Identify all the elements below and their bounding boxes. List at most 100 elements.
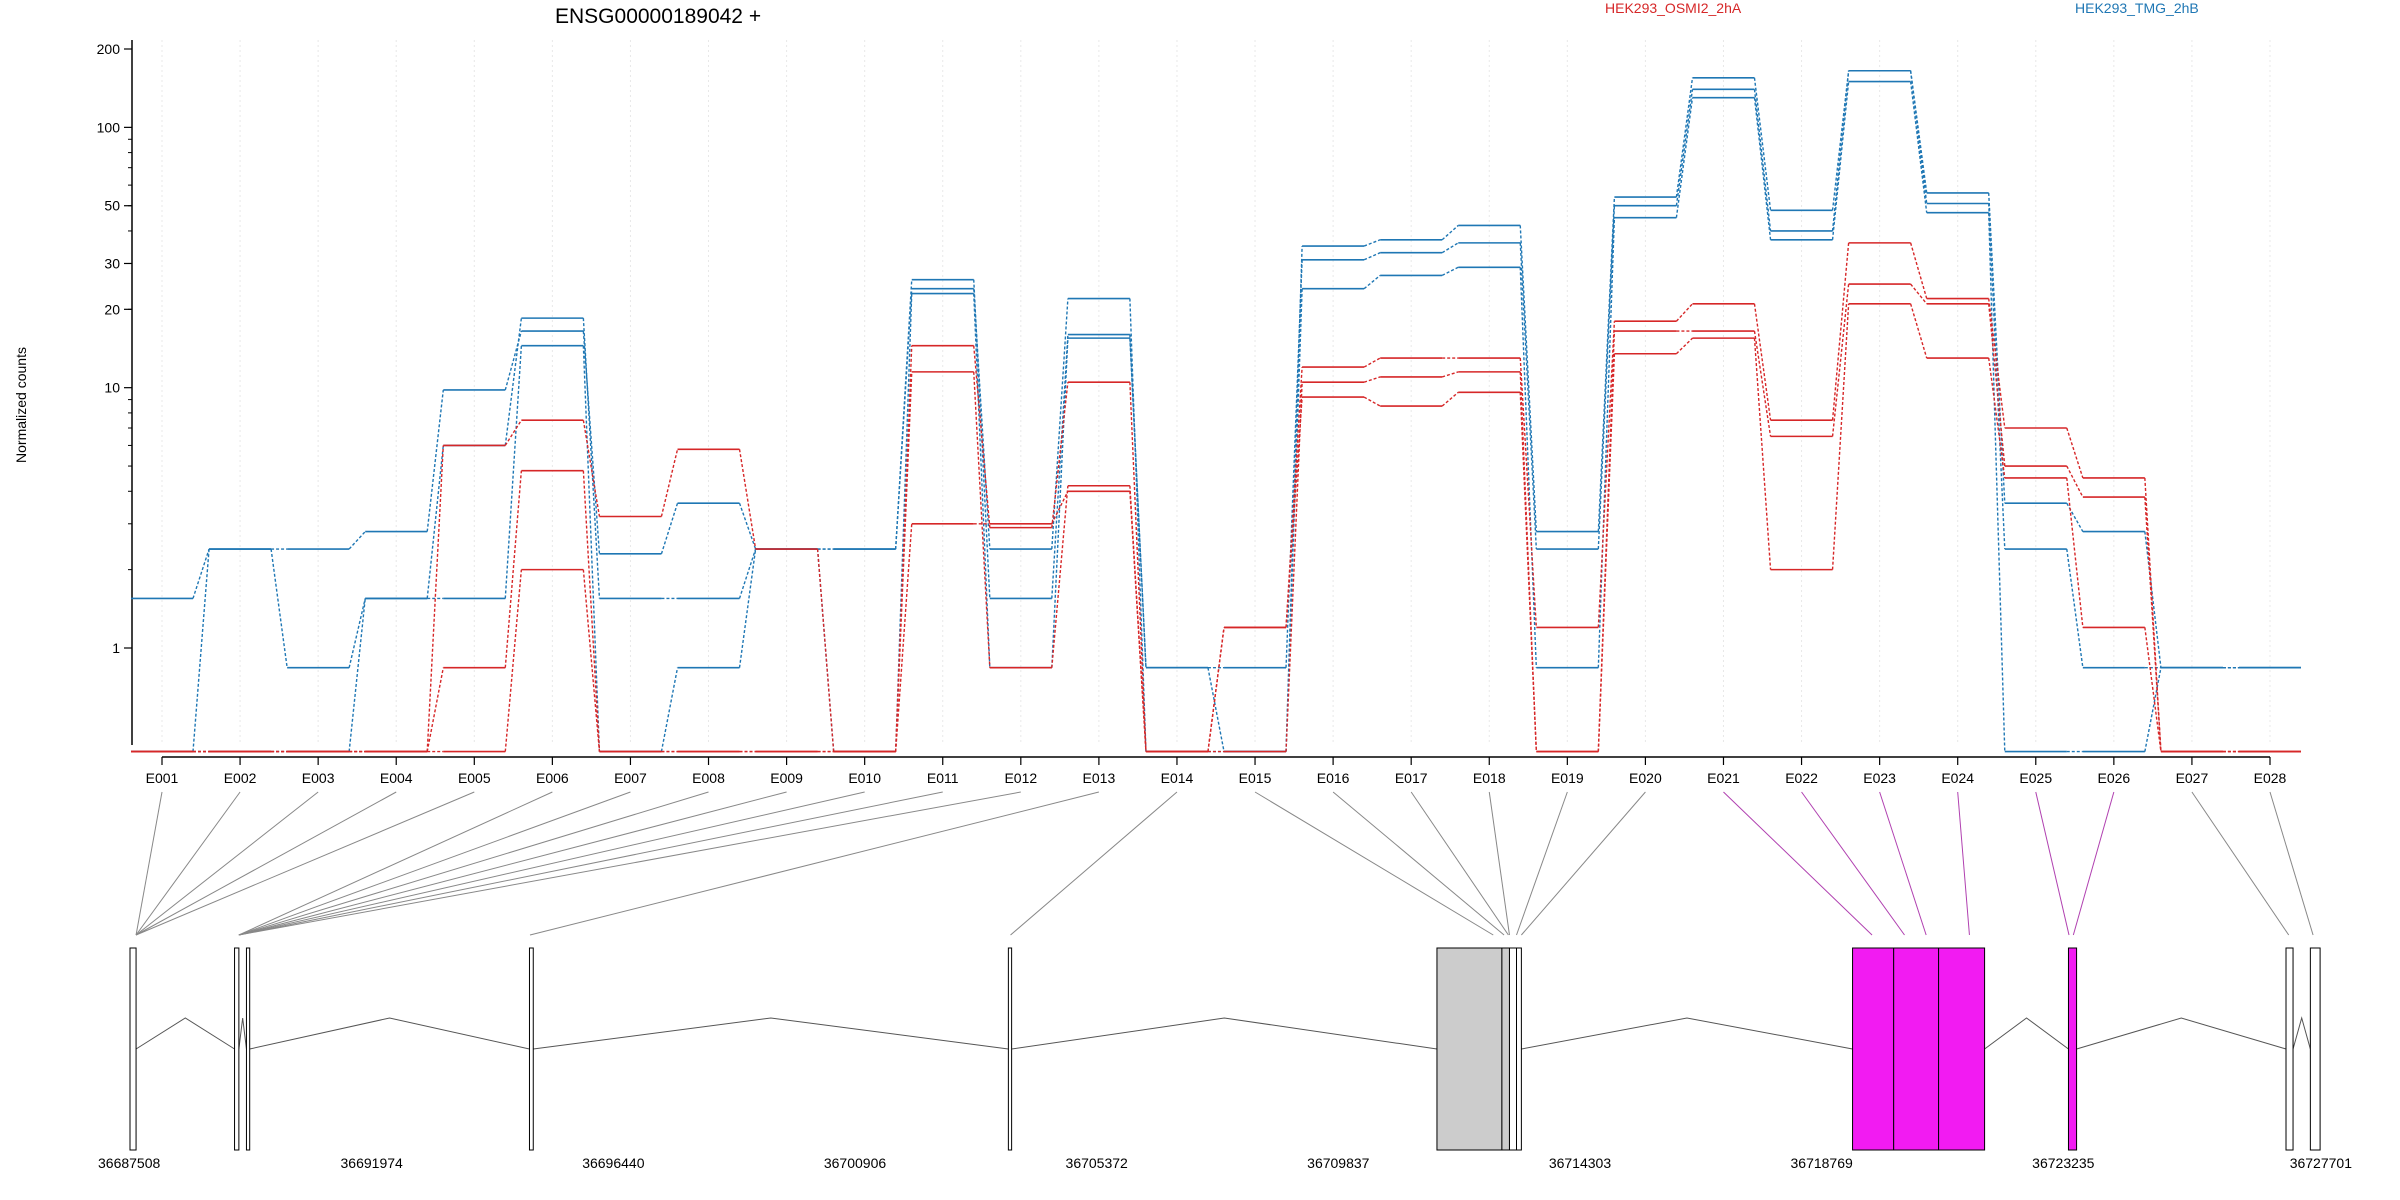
x-tick-label-E021: E021 (1707, 770, 1740, 786)
connector-E027 (2191, 791, 2290, 936)
x-tick-label-E010: E010 (848, 770, 881, 786)
series-2-link (1831, 70, 1850, 232)
connector-E001 (135, 791, 163, 936)
series-3-link (1441, 266, 1459, 277)
connector-E002 (135, 791, 241, 936)
series-1-link (1441, 224, 1459, 241)
connector-E024 (1957, 791, 1970, 936)
x-tick-label-E023: E023 (1863, 770, 1896, 786)
exon-block (1007, 947, 1013, 1151)
x-tick-label-E006: E006 (536, 770, 569, 786)
series-1-link (1519, 225, 1538, 532)
connector-E023 (1879, 791, 1927, 936)
x-tick-label-E005: E005 (458, 770, 491, 786)
series-4-link (1363, 357, 1381, 368)
y-tick-label: 50 (104, 198, 120, 214)
x-tick-label-E009: E009 (770, 770, 803, 786)
x-axis: E001 E002 E003 E004 E005 E006 E007 E008 E009 E010… (146, 756, 2287, 786)
connector-E022 (1801, 791, 1905, 936)
series-3-link (582, 345, 601, 752)
x-tick-label-E013: E013 (1083, 770, 1116, 786)
x-tick-label-E024: E024 (1941, 770, 1974, 786)
genome-tick-label: 36687508 (98, 1155, 161, 1171)
series-1-link (426, 389, 444, 532)
series-2-link (1441, 242, 1459, 254)
grid-lines (161, 40, 2271, 745)
x-tick-label-E016: E016 (1317, 770, 1350, 786)
series-5-link (426, 667, 444, 752)
exon-block (2309, 947, 2321, 1151)
series-5-link (1988, 303, 2006, 467)
series-4-link (426, 445, 444, 752)
x-tick-label-E014: E014 (1161, 770, 1194, 786)
series-6-link (894, 523, 913, 752)
connector-E004 (135, 791, 397, 936)
y-axis-label: Normalized counts (13, 347, 29, 463)
series-2-link (1675, 89, 1694, 206)
series-4-link (973, 345, 991, 528)
legend-osmi2: HEK293_OSMI2_2hA (1605, 0, 1742, 16)
connector-E005 (135, 791, 475, 936)
intron (533, 1017, 1009, 1050)
y-tick-label: 1 (112, 640, 120, 656)
exon-connectors (135, 791, 2314, 936)
genome-tick-label: 36691974 (341, 1155, 404, 1171)
x-tick-label-E019: E019 (1551, 770, 1584, 786)
series-2-link (270, 548, 288, 668)
chart-title: ENSG00000189042 + (555, 5, 761, 28)
genome-tick-label: 36700906 (824, 1155, 887, 1171)
exon-block (2285, 947, 2294, 1151)
series-5-link (1441, 371, 1459, 378)
series-6-link (1051, 490, 1069, 525)
series-1-link (2066, 502, 2084, 532)
x-tick-label-E027: E027 (2176, 770, 2209, 786)
x-tick-label-E028: E028 (2254, 770, 2287, 786)
series-2-link (1363, 252, 1381, 261)
genome-tick-label: 36723235 (2032, 1155, 2095, 1171)
intron (2076, 1017, 2287, 1050)
connector-E013 (529, 791, 1100, 936)
genome-tick-label: 36709837 (1307, 1155, 1370, 1171)
genome-axis: 36687508 36691974 36696440 36700906 36705372… (98, 1155, 2352, 1171)
series-6-link (1285, 397, 1303, 628)
series-6-link (2144, 627, 2162, 752)
exon-block (2067, 947, 2078, 1151)
genome-tick-label: 36705372 (1066, 1155, 1129, 1171)
connector-E025 (2035, 791, 2070, 936)
series-3-link (348, 598, 366, 752)
x-tick-label-E020: E020 (1629, 770, 1662, 786)
series-6-link (1441, 391, 1459, 407)
series-4-link (1051, 382, 1069, 528)
exon-block (1938, 947, 1986, 1151)
connector-E018 (1488, 791, 1510, 936)
connector-E016 (1332, 791, 1505, 936)
series-3-link (1519, 267, 1538, 668)
series-lines (131, 69, 2301, 753)
intron (238, 1017, 247, 1050)
series-5-link (1910, 283, 1928, 305)
series-1-link (973, 288, 991, 550)
series-3-link (2144, 667, 2162, 752)
series-2-link (1597, 205, 1616, 550)
genome-tick-label: 36696440 (582, 1155, 645, 1171)
series-6-link (1909, 303, 1928, 359)
series-5-link (504, 470, 523, 668)
series-5-link (1753, 330, 1772, 437)
x-tick-label-E017: E017 (1395, 770, 1428, 786)
connector-E006 (238, 791, 553, 936)
series-6-link (2066, 477, 2084, 628)
genome-tick-label: 36714303 (1549, 1155, 1612, 1171)
connector-E026 (2072, 791, 2115, 936)
series-3-link (1597, 217, 1616, 668)
series-5-link (1285, 382, 1303, 752)
series-3-link (1909, 81, 1928, 213)
x-tick-label-E008: E008 (692, 770, 725, 786)
series-3-link (1207, 667, 1225, 752)
exon-block (1893, 947, 1940, 1151)
x-tick-label-E025: E025 (2019, 770, 2052, 786)
series-1-link (1129, 298, 1147, 752)
connector-E021 (1723, 791, 1873, 936)
intron (249, 1017, 530, 1050)
intron (135, 1017, 235, 1050)
